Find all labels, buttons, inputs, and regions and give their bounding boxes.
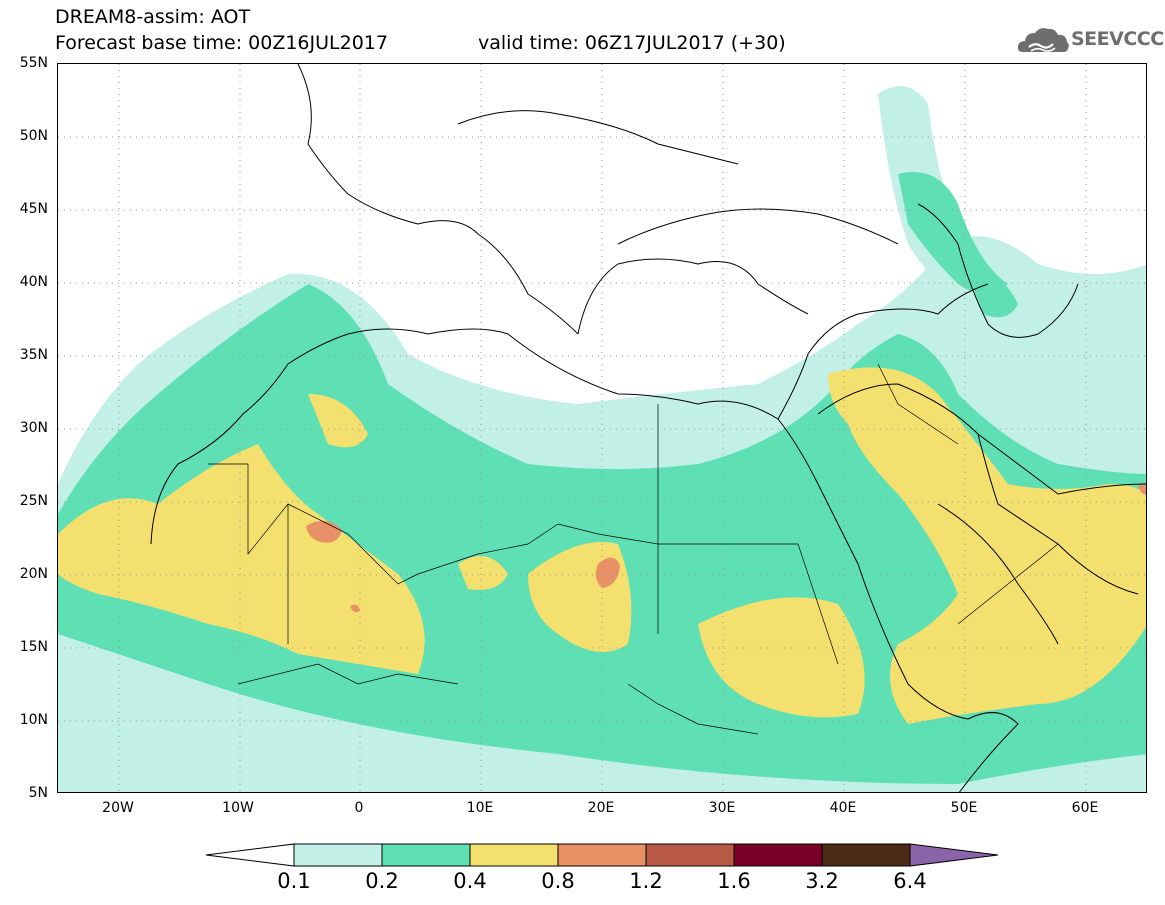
legend-label-6.4: 6.4 (893, 869, 927, 893)
chart-title: DREAM8-assim: AOT (55, 6, 251, 28)
legend-swatch-3.2 (821, 843, 911, 867)
forecast-base-time: Forecast base time: 00Z16JUL2017 (55, 32, 388, 54)
lat-label-30n: 30N (19, 420, 48, 436)
lat-label-20n: 20N (19, 566, 48, 582)
lon-label-60e: 60E (1071, 800, 1099, 816)
lon-label-50e: 50E (950, 800, 978, 816)
country-borders (208, 363, 1059, 735)
legend-swatch-0.8 (557, 843, 647, 867)
legend-label-3.2: 3.2 (805, 869, 839, 893)
legend-swatch-1.2 (645, 843, 735, 867)
lon-label-20e: 20E (587, 800, 615, 816)
lat-label-45n: 45N (19, 201, 48, 217)
legend-swatch-0.4 (469, 843, 559, 867)
map-panel (57, 63, 1147, 793)
legend-label-0.8: 0.8 (541, 869, 575, 893)
lat-label-40n: 40N (19, 274, 48, 290)
lon-label-10w: 10W (222, 800, 254, 816)
coastlines (150, 64, 1146, 792)
cloud-icon (1017, 28, 1069, 52)
legend-label-0.1: 0.1 (277, 869, 311, 893)
legend-label-1.2: 1.2 (629, 869, 663, 893)
legend-low-arrow (206, 843, 295, 867)
lat-label-15n: 15N (19, 639, 48, 655)
logo-text: SEEVCCC (1071, 28, 1164, 50)
lat-label-25n: 25N (19, 493, 48, 509)
lat-label-10n: 10N (19, 712, 48, 728)
valid-time: valid time: 06Z17JUL2017 (+30) (478, 32, 786, 54)
legend-label-1.6: 1.6 (717, 869, 751, 893)
lat-label-50n: 50N (19, 128, 48, 144)
lat-label-35n: 35N (19, 347, 48, 363)
legend-swatch-1.6 (733, 843, 823, 867)
seevccc-logo: SEEVCCC (1017, 22, 1164, 62)
legend-high-arrow (909, 843, 999, 867)
lon-label-10e: 10E (466, 800, 494, 816)
lat-label-5n: 5N (28, 785, 48, 801)
legend-colorbar (206, 843, 999, 867)
lon-label-20w: 20W (102, 800, 134, 816)
legend-swatch-0.2 (381, 843, 471, 867)
lon-label-0: 0 (354, 800, 364, 816)
legend-label-0.4: 0.4 (453, 869, 487, 893)
legend-label-0.2: 0.2 (365, 869, 399, 893)
aot-map (58, 64, 1146, 792)
lat-label-55n: 55N (19, 55, 48, 71)
aot-contour-0.4 (58, 367, 1146, 724)
lon-label-30e: 30E (708, 800, 736, 816)
legend-swatch-0.1 (293, 843, 383, 867)
lon-label-40e: 40E (829, 800, 857, 816)
